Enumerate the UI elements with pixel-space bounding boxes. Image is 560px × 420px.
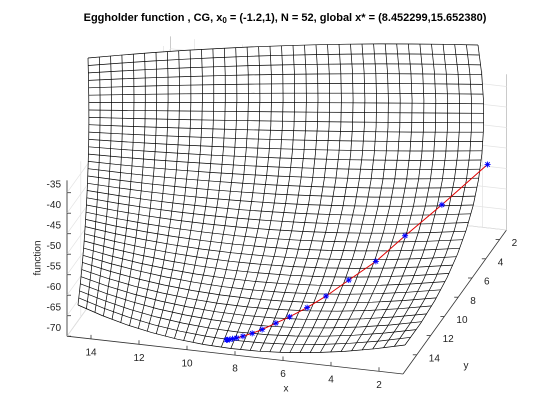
mesh-line [340, 43, 413, 352]
mesh-line [299, 43, 366, 353]
mesh-line [351, 43, 425, 352]
iterate-marker [239, 333, 246, 340]
y-axis-label: y [464, 361, 469, 372]
x-tick-label: 10 [181, 358, 193, 369]
iterate-marker [345, 277, 352, 284]
z-tick-label: -60 [47, 282, 62, 293]
mesh-line [84, 233, 453, 269]
mesh-line [83, 247, 446, 287]
mesh-line [319, 43, 389, 353]
x-tick-label: 12 [133, 353, 145, 364]
x-tick-label: 2 [376, 380, 382, 391]
iterate-marker [323, 293, 330, 300]
chart-title: Eggholder function , CG, x0 = (-1.2,1), … [84, 12, 487, 25]
mesh-line [80, 283, 422, 329]
z-tick-label: -70 [47, 323, 62, 334]
iterate-marker [286, 313, 293, 320]
iterate-marker [372, 258, 379, 265]
title-part: Eggholder function , CG, x [84, 12, 224, 24]
iterate-marker [249, 330, 256, 337]
title-part: = (-1.2,1), N = 52, global x* = (8.45229… [227, 12, 487, 24]
iterate-marker [233, 335, 240, 341]
y-tick-label: 10 [456, 315, 468, 326]
iterate-marker [272, 320, 279, 327]
mesh-line [383, 44, 460, 349]
mesh-line [82, 254, 441, 295]
z-tick-label: -40 [47, 200, 62, 211]
x-axis-label: x [284, 384, 289, 395]
z-tick-label: -50 [47, 241, 62, 252]
z-tick-label: -35 [47, 179, 62, 190]
iterate-marker [438, 201, 445, 208]
x-tick-label: 4 [328, 375, 334, 386]
mesh-line [82, 262, 437, 304]
y-axis-line [402, 229, 507, 375]
surface-mesh [77, 43, 484, 353]
mesh-line [85, 226, 457, 261]
mesh-line [249, 45, 307, 351]
mesh-line [85, 219, 460, 252]
iterate-marker [223, 336, 230, 343]
mesh-line [87, 190, 472, 216]
mesh-line [259, 44, 319, 352]
mesh-line [289, 44, 354, 353]
mesh-line [79, 290, 417, 337]
mesh-line [87, 182, 474, 207]
mesh-line [84, 240, 450, 278]
y-tick-label: 12 [443, 334, 455, 345]
y-tick-label: 4 [498, 257, 504, 268]
z-tick-label: -45 [47, 220, 62, 231]
mesh-line [404, 44, 484, 346]
mesh-line [269, 44, 331, 353]
x-tick-label: 6 [280, 369, 286, 380]
mesh-line [372, 44, 449, 350]
mesh-line [279, 44, 342, 353]
iterate-marker [304, 304, 311, 311]
mesh-line [240, 45, 296, 350]
iterate-marker [259, 326, 266, 333]
z-tick-label: -55 [47, 261, 62, 272]
y-tick-label: 6 [484, 277, 490, 288]
iterate-marker [229, 335, 236, 342]
x-tick-label: 14 [85, 348, 97, 359]
z-tick-label: -65 [47, 302, 62, 313]
iterate-marker [484, 161, 491, 168]
mesh-line [80, 276, 427, 320]
mesh-line [77, 304, 406, 353]
mesh-line [81, 269, 432, 312]
mesh-line [330, 43, 401, 353]
mesh-line [361, 44, 437, 351]
x-tick-label: 8 [232, 364, 238, 375]
mesh-line [86, 204, 466, 234]
iterate-marker [402, 232, 409, 239]
y-tick-label: 14 [429, 353, 441, 364]
mesh-line [309, 43, 377, 353]
title-subscript: 0 [222, 16, 227, 25]
y-tick-label: 8 [470, 296, 476, 307]
y-tick-label: 2 [512, 238, 518, 249]
z-axis-label: function [33, 240, 44, 275]
mesh-line [86, 211, 463, 243]
plot-marks [223, 161, 491, 343]
mesh-line [86, 197, 469, 225]
mesh-line [393, 44, 472, 347]
